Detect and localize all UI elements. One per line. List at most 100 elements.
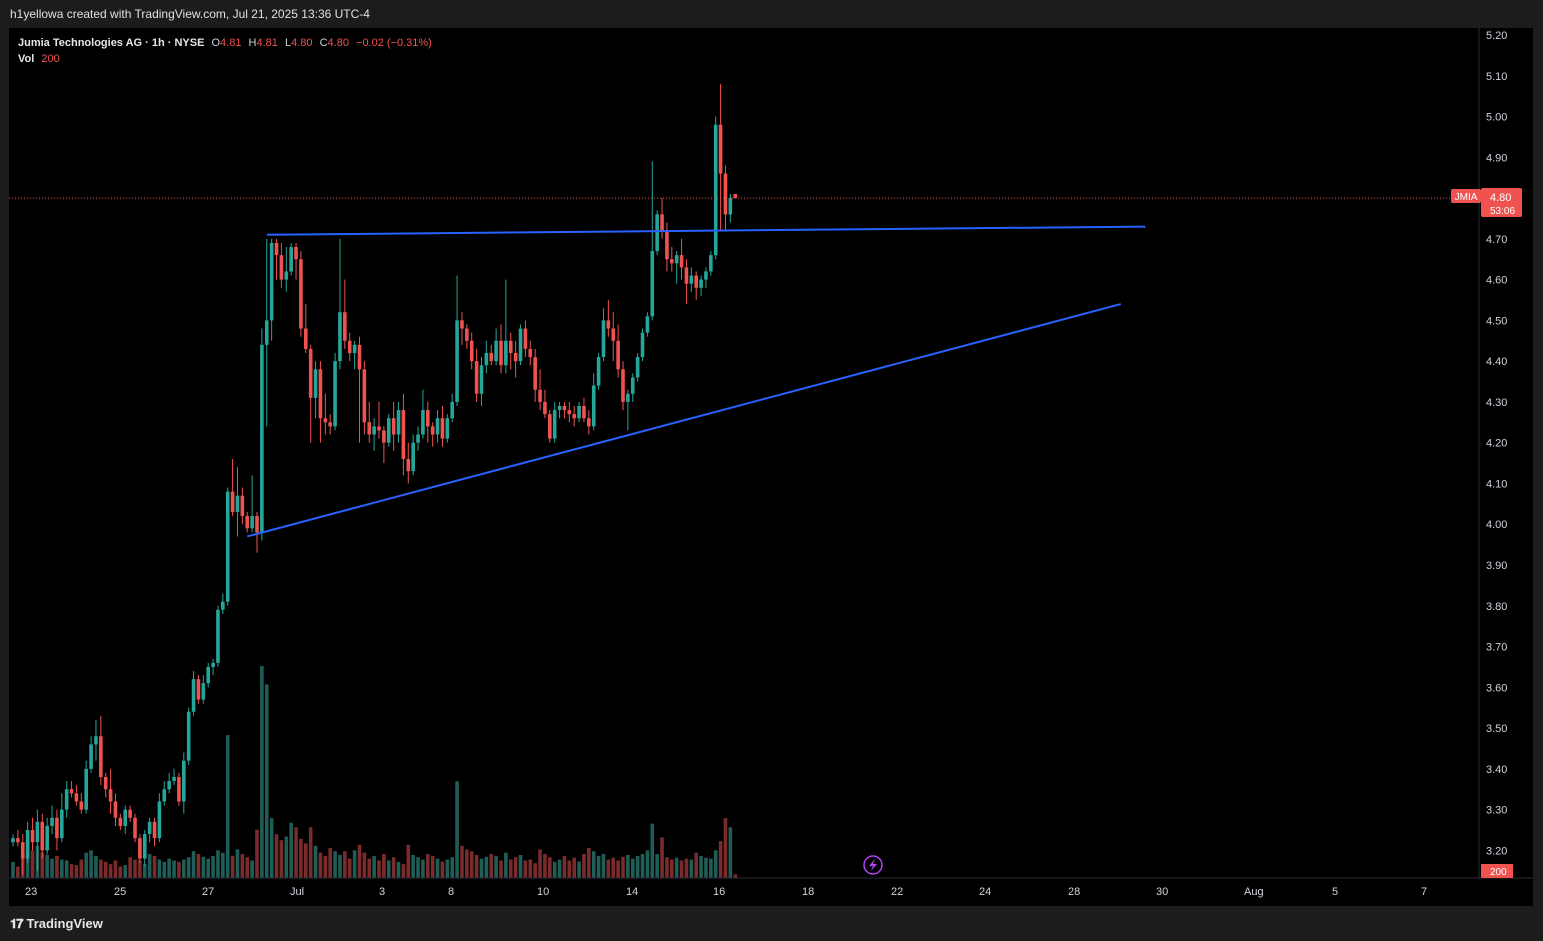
candle-body: [55, 817, 59, 839]
volume-bar: [469, 851, 474, 878]
candle-body: [728, 198, 733, 215]
resistance-trendline[interactable]: [266, 225, 1146, 236]
candle-body: [523, 328, 528, 349]
candle: [94, 719, 98, 761]
candle: [318, 361, 323, 443]
volume-bar: [289, 822, 293, 878]
candle-body: [533, 357, 537, 390]
volume-bar: [426, 854, 430, 878]
support-trendline[interactable]: [246, 303, 1122, 538]
candle-body: [704, 271, 708, 280]
candle-body: [245, 516, 250, 529]
tradingview-logo[interactable]: 𝟏𝟕 TradingView: [10, 916, 103, 932]
candle: [440, 406, 445, 447]
volume-bar: [484, 856, 489, 878]
volume-bar: [11, 861, 15, 878]
candle: [518, 324, 523, 366]
lightning-icon[interactable]: [863, 855, 883, 875]
volume-bar: [382, 854, 386, 878]
candle-body: [79, 801, 84, 810]
candle: [621, 361, 625, 411]
volume-bar: [147, 854, 152, 878]
candle: [650, 161, 655, 321]
volume-bar: [206, 858, 210, 878]
candle-body: [548, 414, 552, 439]
volume-bar: [377, 860, 381, 878]
volume-bar: [650, 823, 655, 878]
volume-bar: [440, 861, 445, 878]
candle-body: [162, 789, 167, 802]
candle-body: [587, 418, 591, 427]
candle: [357, 336, 362, 443]
volume-bar: [347, 858, 352, 878]
volume-bar: [621, 856, 625, 878]
volume-bar: [391, 857, 396, 878]
candle-body: [567, 410, 572, 415]
candle-body: [74, 793, 79, 802]
candle-body: [713, 124, 718, 256]
low-label: L: [284, 37, 292, 49]
candle: [479, 357, 484, 406]
price-tick-label: 4.20: [1486, 438, 1507, 450]
candle-body: [357, 344, 362, 370]
volume-bar: [201, 856, 206, 878]
candle: [108, 768, 113, 814]
candle: [16, 830, 20, 847]
legend-row-volume: Vol 200: [18, 51, 432, 67]
volume-bar: [352, 850, 357, 878]
candle-body: [255, 516, 259, 533]
candle: [699, 275, 703, 296]
candle-body: [108, 789, 113, 802]
candle: [308, 344, 313, 443]
price-tick-label: 4.40: [1486, 356, 1507, 368]
volume-bar: [60, 859, 64, 878]
candle-body: [113, 801, 118, 818]
volume-bar: [50, 858, 54, 878]
candle: [113, 793, 118, 826]
candle-body: [196, 679, 201, 700]
candle-body: [513, 353, 518, 362]
candle-body: [186, 711, 191, 761]
volume-bar: [333, 851, 337, 878]
candle: [528, 340, 533, 366]
candle: [601, 308, 606, 362]
volume-bar: [508, 859, 513, 878]
candle: [391, 401, 396, 451]
candle-body: [333, 361, 337, 427]
candle-body: [665, 230, 669, 260]
price-axis: 5.205.105.004.904.804.704.604.504.404.30…: [1486, 30, 1507, 857]
volume-bar: [630, 858, 635, 878]
candle-body: [699, 279, 703, 288]
volume-bar: [718, 841, 723, 878]
time-tick-label: 8: [448, 886, 454, 898]
volume-bar: [728, 827, 733, 878]
candle: [508, 332, 513, 370]
volume-bar: [182, 859, 186, 878]
candle-body: [499, 340, 503, 366]
volume-bar: [562, 855, 567, 878]
candle: [694, 271, 698, 300]
candle: [396, 401, 401, 443]
candle-body: [655, 214, 659, 252]
volume-bar: [177, 861, 181, 878]
volume-bar: [113, 860, 118, 878]
candle: [157, 793, 162, 843]
candle-body: [557, 406, 562, 411]
candle: [635, 353, 640, 382]
price-tick-label: 3.30: [1486, 805, 1507, 817]
candle-body: [221, 601, 225, 610]
volume-bar: [16, 866, 20, 878]
price-chart[interactable]: 5.20 5.10 5.00 4.90 4.80 4.70 4.60 4.50 4.40 4.30…: [9, 28, 1533, 906]
candle: [11, 834, 15, 847]
candle: [460, 312, 464, 345]
candle: [30, 817, 35, 851]
volume-bar: [372, 855, 376, 878]
trendlines: [246, 225, 1146, 538]
candle-body: [260, 344, 264, 533]
volume-bar: [274, 834, 279, 878]
volume-bar: [211, 855, 215, 878]
candle-body: [460, 320, 464, 329]
chart-frame[interactable]: 5.20 5.10 5.00 4.90 4.80 4.70 4.60 4.50 4.40 4.30…: [9, 28, 1533, 906]
candle: [572, 406, 576, 427]
ticker-tag-label: JMIA: [1455, 192, 1478, 203]
